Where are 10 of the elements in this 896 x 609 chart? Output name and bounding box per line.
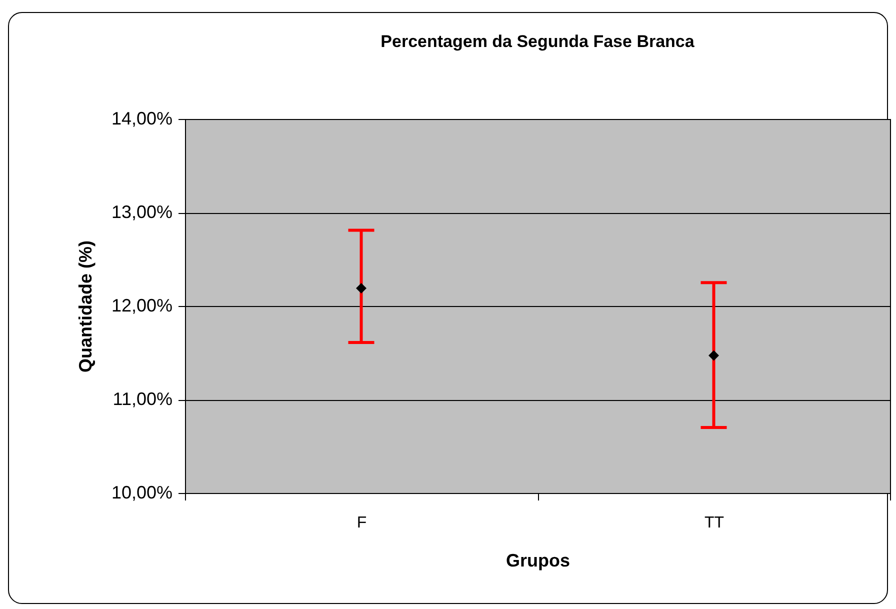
y-tick-label: 11,00% — [112, 389, 172, 409]
y-tick-label: 14,00% — [111, 108, 172, 128]
y-axis-title: Quantidade (%) — [75, 240, 96, 373]
x-tick-label: TT — [704, 514, 724, 532]
y-tick-label: 10,00% — [111, 482, 172, 502]
chart-title: Percentagem da Segunda Fase Branca — [380, 32, 695, 51]
x-tick-label: F — [356, 514, 367, 532]
y-tick-label: 12,00% — [111, 296, 172, 316]
y-tick-label: 13,00% — [111, 202, 172, 222]
x-axis-title: Grupos — [506, 550, 570, 570]
